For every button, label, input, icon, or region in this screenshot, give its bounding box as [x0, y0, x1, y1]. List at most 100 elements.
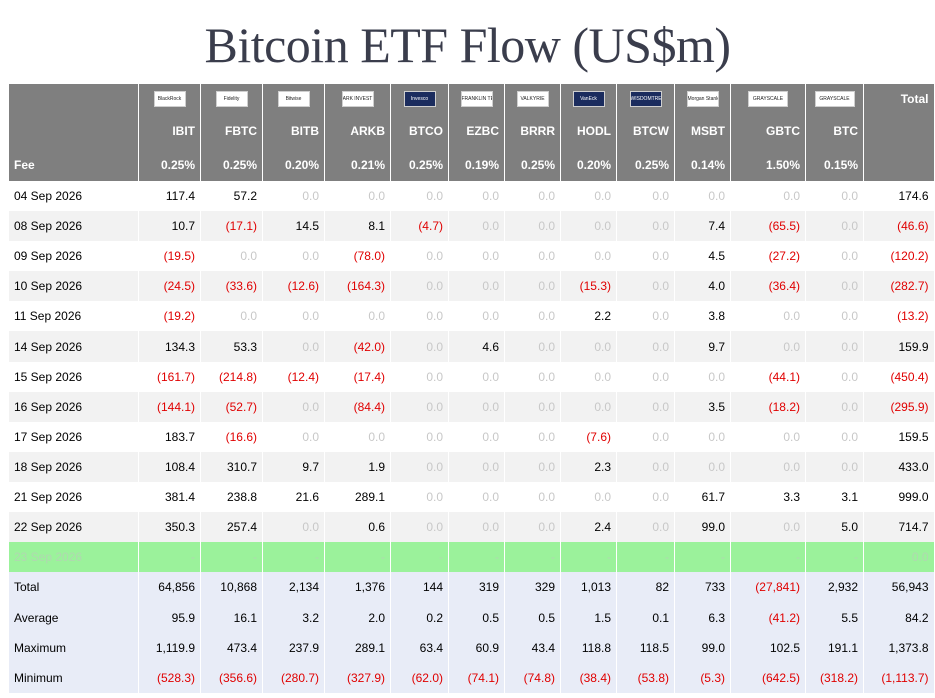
row-total: (13.2)	[863, 301, 934, 332]
flow-cell: 0.0	[730, 331, 806, 362]
flow-cell: 0.0	[560, 181, 617, 212]
flow-cell: 257.4	[200, 512, 263, 543]
flow-cell: 53.3	[200, 331, 263, 362]
flow-cell: 0.0	[262, 241, 325, 272]
flow-cell: (78.0)	[324, 241, 391, 272]
flow-cell: 0.0	[504, 181, 561, 212]
flow-cell: 0.0	[448, 181, 505, 212]
flow-cell: 3.3	[730, 481, 806, 513]
stat-cell: 102.5	[730, 632, 806, 663]
flow-cell: 0.0	[390, 331, 449, 362]
flow-cell: (27.2)	[730, 241, 806, 272]
ticker-cell: BRRR	[504, 114, 561, 148]
flow-cell: 0.0	[390, 301, 449, 332]
issuer-logo-icon: Fidelity	[215, 91, 248, 107]
flow-cell: 0.0	[805, 211, 864, 242]
stat-cell: 237.9	[262, 632, 325, 663]
fee-row: Fee 0.25% 0.25% 0.20% 0.21% 0.25% 0.19% 0.25% 0.…	[8, 148, 934, 181]
stat-cell: 733	[674, 572, 731, 603]
stat-cell: 1,376	[324, 572, 391, 603]
flow-cell: -	[138, 542, 201, 573]
flow-cell: 0.0	[730, 451, 806, 482]
row-total: 714.7	[863, 512, 934, 543]
flow-cell: 0.0	[262, 512, 325, 543]
stat-row: Maximum 1,119.9 473.4 237.9 289.1 63.4 60.9 43.…	[8, 632, 934, 663]
flow-cell: 0.0	[560, 331, 617, 362]
flow-cell: 0.0	[805, 181, 864, 212]
stat-cell: 0.1	[616, 602, 675, 633]
flow-cell: 57.2	[200, 181, 263, 212]
flow-cell: 0.0	[390, 451, 449, 482]
ticker-cell: MSBT	[674, 114, 731, 148]
flow-cell: (24.5)	[138, 271, 201, 302]
flow-cell: 0.0	[448, 271, 505, 302]
flow-cell: 0.6	[324, 512, 391, 543]
header-total-label: Total	[863, 84, 934, 114]
ticker-cell: GBTC	[730, 114, 806, 148]
fee-cell: 0.25%	[138, 148, 201, 181]
flow-cell: (4.7)	[390, 211, 449, 242]
fee-cell: 0.25%	[616, 148, 675, 181]
stat-cell: 10,868	[200, 572, 263, 603]
stat-row: Total 64,856 10,868 2,134 1,376 144 319 329 1,01…	[8, 572, 934, 603]
ticker-cell: ARKB	[324, 114, 391, 148]
flow-cell: 0.0	[262, 421, 325, 452]
flow-cell: (18.2)	[730, 391, 806, 422]
issuer-logo-icon: GRAYSCALE	[814, 91, 855, 107]
flow-cell: (164.3)	[324, 271, 391, 302]
stat-cell: (74.1)	[448, 662, 505, 693]
stat-cell: 1,013	[560, 572, 617, 603]
row-date: 08 Sep 2026	[8, 211, 139, 242]
stat-label: Total	[8, 572, 139, 603]
flow-cell: 0.0	[448, 481, 505, 513]
issuer-logo-cell: FRANKLIN TEMPLETON	[448, 84, 505, 114]
table-row: 14 Sep 2026 134.3 53.3 0.0 (42.0) 0.0 4.6 0.0 0.…	[8, 331, 934, 362]
flow-cell: (12.4)	[262, 361, 325, 392]
table-row: 10 Sep 2026 (24.5) (33.6) (12.6) (164.3) 0.0 0…	[8, 271, 934, 302]
flow-cell: 0.0	[262, 181, 325, 212]
stat-cell: 319	[448, 572, 505, 603]
flow-cell: -	[448, 542, 505, 573]
flow-cell: 5.0	[805, 512, 864, 543]
flow-cell: -	[324, 542, 391, 573]
header-blank-cell	[8, 84, 139, 114]
flow-cell: 0.0	[805, 241, 864, 272]
flow-cell: 0.0	[674, 181, 731, 212]
issuer-logo-icon: Invesco	[403, 91, 436, 107]
stat-cell: 5.5	[805, 602, 864, 633]
row-total: 159.5	[863, 421, 934, 452]
flow-cell: -	[805, 542, 864, 573]
issuer-logo-cell: Bitwise	[262, 84, 325, 114]
ticker-cell: BTCW	[616, 114, 675, 148]
issuer-logo-cell: Invesco	[390, 84, 449, 114]
stat-cell: (5.3)	[674, 662, 731, 693]
row-total: 433.0	[863, 451, 934, 482]
flow-cell: 9.7	[262, 451, 325, 482]
flow-cell: -	[674, 542, 731, 573]
flow-cell: 4.5	[674, 241, 731, 272]
issuer-logo-cell: Morgan Stanley	[674, 84, 731, 114]
table-row: 21 Sep 2026 381.4 238.8 21.6 289.1 0.0 0.0 0.0 0…	[8, 481, 934, 513]
row-date: 23 Sep 2026	[8, 542, 139, 573]
fee-cell: 0.25%	[390, 148, 449, 181]
flow-cell: 0.0	[560, 481, 617, 513]
flow-cell: 0.0	[390, 361, 449, 392]
flow-cell: 0.0	[504, 391, 561, 422]
row-date: 18 Sep 2026	[8, 451, 139, 482]
flow-cell: (214.8)	[200, 361, 263, 392]
table-row: 18 Sep 2026 108.4 310.7 9.7 1.9 0.0 0.0 0.0 2.3 0…	[8, 451, 934, 482]
row-total: 999.0	[863, 481, 934, 513]
flow-cell: 0.0	[390, 481, 449, 513]
flow-cell: 0.0	[616, 512, 675, 543]
flow-cell: 238.8	[200, 481, 263, 513]
ticker-cell: FBTC	[200, 114, 263, 148]
flow-cell: 0.0	[616, 331, 675, 362]
flow-cell: -	[504, 542, 561, 573]
row-total: 174.6	[863, 181, 934, 212]
stat-cell: 144	[390, 572, 449, 603]
flow-cell: (84.4)	[324, 391, 391, 422]
stat-cell: 473.4	[200, 632, 263, 663]
stat-cell: 1,119.9	[138, 632, 201, 663]
table-row: 23 Sep 2026- - - - - - - - - - - -0.0	[8, 542, 934, 573]
flow-cell: 0.0	[262, 331, 325, 362]
